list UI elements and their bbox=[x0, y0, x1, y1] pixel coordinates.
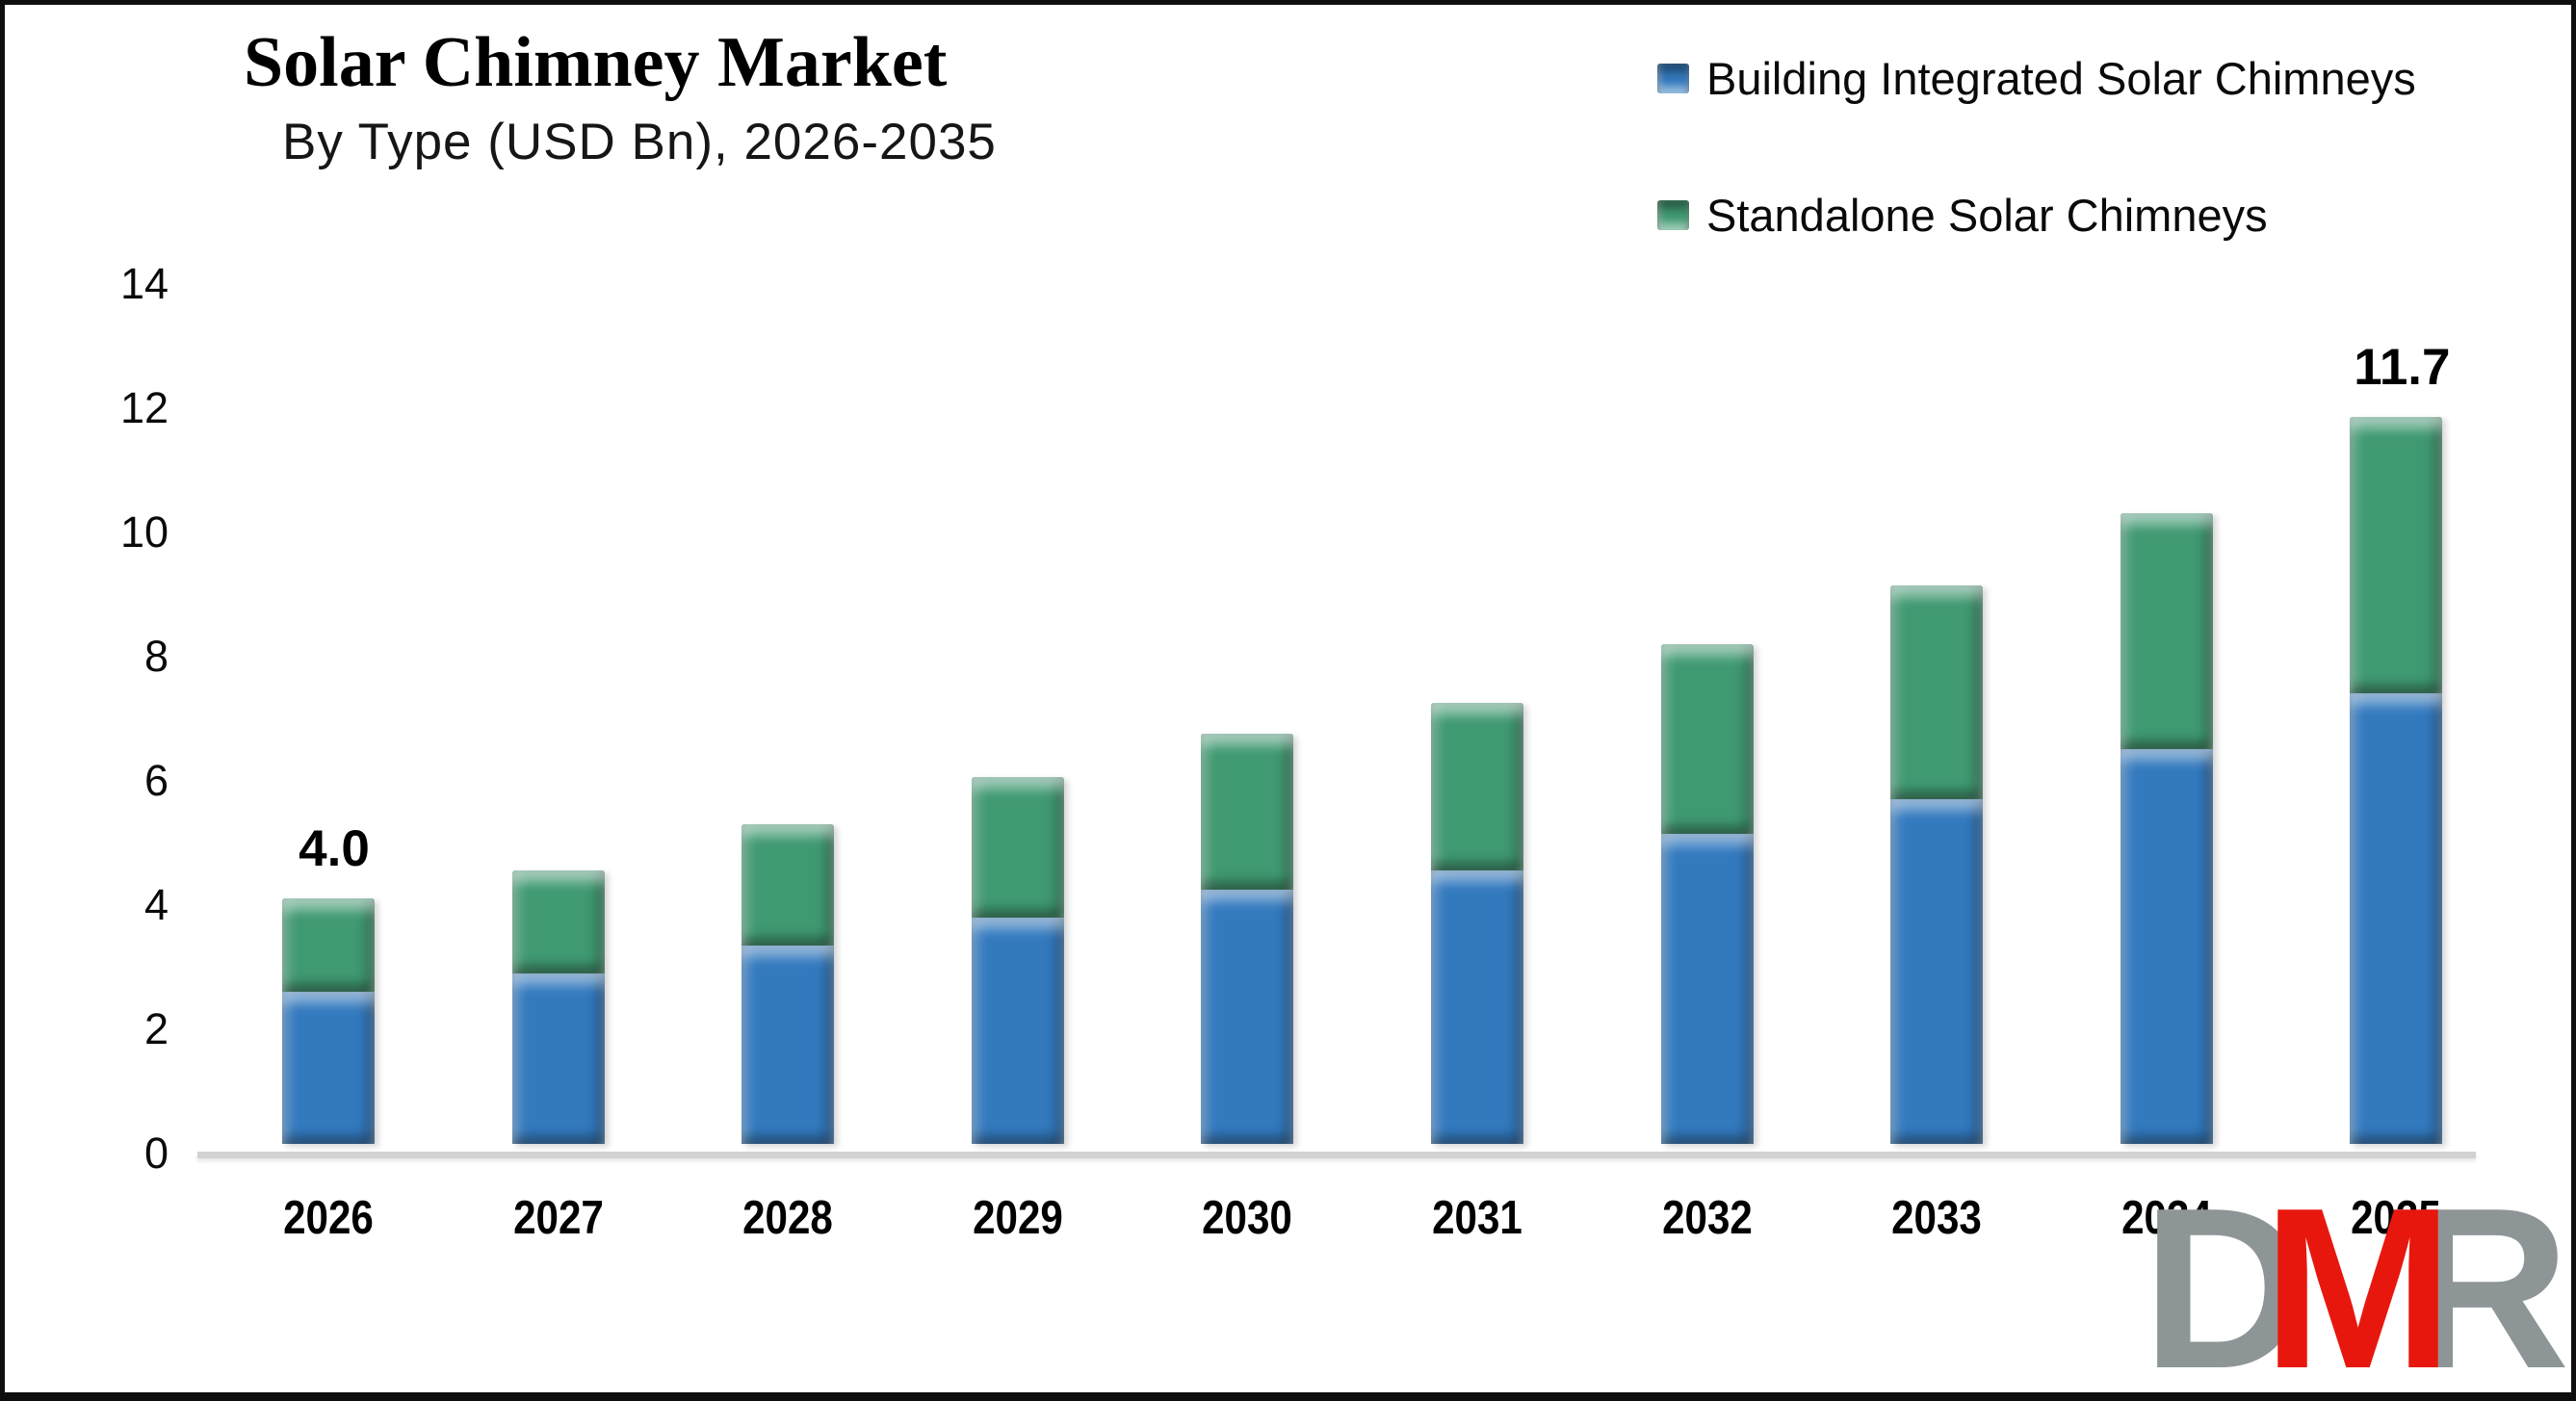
chart-legend: Building Integrated Solar Chimneys Stand… bbox=[1657, 43, 2416, 317]
legend-label: Building Integrated Solar Chimneys bbox=[1706, 52, 2416, 104]
x-axis-label-2033: 2033 bbox=[1891, 1192, 1983, 1244]
bar-segment-standalone-2030 bbox=[1201, 734, 1294, 890]
chart-title: Solar Chimney Market bbox=[244, 23, 948, 102]
bar-segment-building-integrated-2026 bbox=[282, 991, 375, 1144]
bar-segment-standalone-2028 bbox=[742, 823, 835, 946]
stacked-bar-2030 bbox=[1201, 734, 1294, 1144]
x-axis-line bbox=[197, 1152, 2476, 1158]
y-tick-label: 12 bbox=[119, 383, 169, 432]
stacked-bar-2034 bbox=[2120, 513, 2213, 1144]
chart-subtitle: By Type (USD Bn), 2026-2035 bbox=[282, 114, 997, 170]
y-tick-label: 4 bbox=[143, 880, 169, 929]
bar-segment-standalone-2031 bbox=[1431, 703, 1523, 871]
bar-segment-building-integrated-2027 bbox=[511, 973, 605, 1144]
x-axis-label-2026: 2026 bbox=[283, 1192, 374, 1244]
bar-segment-building-integrated-2029 bbox=[971, 917, 1064, 1144]
legend-item-building-integrated: Building Integrated Solar Chimneys bbox=[1657, 43, 2416, 113]
x-axis-label-2028: 2028 bbox=[742, 1192, 834, 1244]
bar-segment-standalone-2029 bbox=[971, 777, 1064, 918]
y-tick-label: 6 bbox=[143, 756, 169, 805]
bar-segment-standalone-2032 bbox=[1660, 643, 1754, 834]
stacked-bar-2027 bbox=[511, 870, 605, 1144]
y-tick-label: 10 bbox=[119, 507, 169, 557]
logo-letter-m: M bbox=[2262, 1161, 2453, 1401]
bar-segment-standalone-2035 bbox=[2350, 417, 2443, 694]
data-label-2035: 11.7 bbox=[2354, 339, 2451, 397]
legend-item-standalone: Standalone Solar Chimneys bbox=[1657, 180, 2416, 249]
x-axis-label-2031: 2031 bbox=[1432, 1192, 1522, 1244]
legend-label: Standalone Solar Chimneys bbox=[1706, 189, 2268, 241]
dmr-logo: DMR bbox=[2142, 1161, 2570, 1401]
stacked-bar-2035 bbox=[2350, 417, 2443, 1144]
x-axis-label-2032: 2032 bbox=[1661, 1192, 1753, 1244]
stacked-bar-2029 bbox=[971, 777, 1064, 1144]
bar-segment-building-integrated-2031 bbox=[1431, 870, 1523, 1144]
bar-segment-building-integrated-2033 bbox=[1890, 799, 1984, 1144]
y-tick-label: 0 bbox=[143, 1129, 169, 1178]
stacked-bar-2031 bbox=[1431, 703, 1523, 1144]
bar-segment-building-integrated-2034 bbox=[2120, 749, 2213, 1144]
bar-segment-building-integrated-2035 bbox=[2350, 693, 2443, 1144]
y-tick-label: 8 bbox=[143, 632, 169, 681]
x-axis-label-2034: 2034 bbox=[2121, 1192, 2212, 1244]
bar-segment-standalone-2033 bbox=[1890, 584, 1984, 800]
bar-segment-building-integrated-2030 bbox=[1201, 889, 1294, 1144]
x-axis-label-2029: 2029 bbox=[972, 1192, 1063, 1244]
bar-segment-standalone-2034 bbox=[2120, 513, 2213, 750]
stacked-bar-2032 bbox=[1660, 643, 1754, 1144]
legend-swatch-green-icon bbox=[1657, 199, 1689, 230]
bar-segment-building-integrated-2032 bbox=[1660, 833, 1754, 1144]
x-axis-label-2027: 2027 bbox=[512, 1192, 604, 1244]
y-tick-label: 14 bbox=[119, 259, 169, 308]
bar-segment-building-integrated-2028 bbox=[742, 945, 835, 1144]
legend-swatch-blue-icon bbox=[1657, 63, 1689, 93]
logo-letter-r: R bbox=[2404, 1161, 2570, 1401]
bar-segment-standalone-2027 bbox=[511, 870, 605, 973]
y-tick-label: 2 bbox=[143, 1004, 169, 1053]
data-label-2026: 4.0 bbox=[299, 820, 370, 878]
x-axis-label-2030: 2030 bbox=[1202, 1192, 1293, 1244]
logo-letter-d: D bbox=[2142, 1161, 2307, 1401]
stacked-bar-2033 bbox=[1890, 584, 1984, 1144]
stacked-bar-2028 bbox=[742, 823, 835, 1144]
bar-segment-standalone-2026 bbox=[282, 898, 375, 992]
x-axis-label-2035: 2035 bbox=[2351, 1192, 2442, 1244]
stacked-bar-2026 bbox=[282, 898, 375, 1144]
